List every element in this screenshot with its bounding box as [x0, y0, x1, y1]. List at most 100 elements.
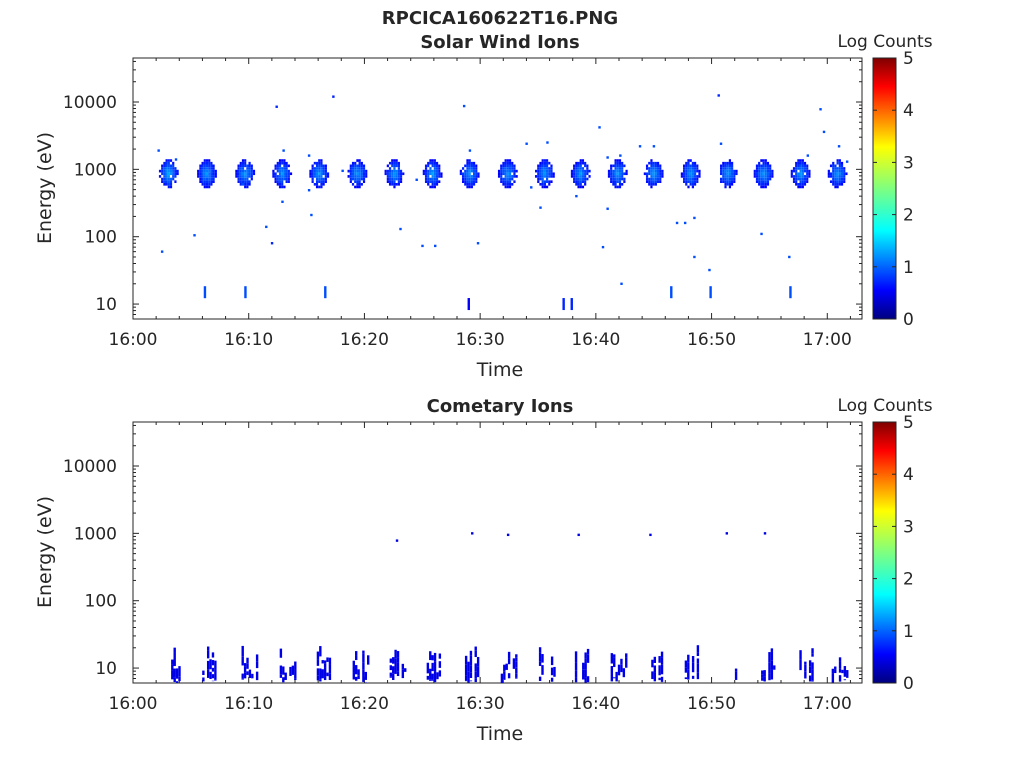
- data-cell: [680, 172, 683, 176]
- data-cell: [660, 676, 664, 682]
- data-cell: [397, 169, 400, 173]
- data-cell: [838, 177, 841, 181]
- data-cell: [575, 169, 578, 173]
- data-cell: [356, 180, 359, 183]
- data-cell: [318, 172, 321, 176]
- data-cell: [574, 651, 578, 663]
- data-cell: [841, 669, 844, 674]
- data-cell: [202, 670, 205, 676]
- data-cell: [208, 182, 211, 186]
- data-cell: [250, 164, 253, 168]
- data-cell: [689, 182, 692, 186]
- data-cell: [722, 164, 725, 168]
- data-point: [649, 533, 652, 537]
- data-cell: [209, 659, 212, 670]
- data-cell: [163, 175, 166, 178]
- data-cell: [584, 161, 587, 165]
- data-cell: [244, 182, 247, 186]
- data-cell: [358, 177, 361, 181]
- data-cell: [838, 182, 841, 186]
- data-cell: [684, 667, 688, 673]
- data-cell: [553, 666, 556, 677]
- data-blob: [422, 159, 443, 189]
- data-cell: [167, 185, 170, 189]
- data-cell: [682, 167, 686, 170]
- data-cell: [205, 182, 209, 186]
- data-point: [415, 178, 418, 181]
- data-cell: [543, 167, 546, 170]
- data-cell: [243, 672, 247, 679]
- data-cell: [173, 647, 176, 653]
- x-axis-label: Time: [476, 723, 524, 745]
- data-cell: [426, 662, 430, 674]
- data-cell: [433, 185, 436, 189]
- data-cell: [397, 177, 400, 181]
- data-bar: [709, 286, 712, 299]
- data-cell: [278, 169, 282, 173]
- data-cell: [577, 177, 580, 181]
- data-cell: [355, 655, 358, 661]
- data-cell: [687, 167, 690, 170]
- data-cell: [466, 167, 469, 170]
- data-cell: [427, 182, 430, 186]
- data-cell: [621, 177, 624, 181]
- data-cell: [358, 180, 361, 183]
- data-cell: [241, 169, 245, 173]
- data-cell: [539, 172, 542, 176]
- data-cell: [616, 175, 619, 178]
- data-cell: [365, 169, 368, 173]
- data-cell: [650, 167, 653, 170]
- data-cell: [252, 172, 256, 176]
- data-cell: [799, 167, 802, 170]
- data-cell: [838, 661, 842, 669]
- data-cell: [435, 182, 439, 186]
- data-cell: [161, 169, 164, 173]
- data-cell: [689, 167, 692, 170]
- data-point: [193, 234, 196, 237]
- data-cell: [838, 180, 841, 183]
- data-point: [476, 242, 480, 245]
- data-cell: [769, 164, 772, 168]
- data-cell: [543, 180, 546, 183]
- data-cell: [201, 169, 204, 173]
- data-cell: [311, 172, 314, 176]
- data-cell: [500, 177, 503, 181]
- data-cell: [534, 175, 538, 178]
- data-cell: [318, 177, 321, 181]
- data-cell: [278, 172, 282, 176]
- data-cell: [513, 175, 516, 178]
- data-cell: [313, 167, 316, 170]
- data-cell: [397, 161, 400, 165]
- data-cell: [836, 172, 839, 176]
- data-cell: [758, 169, 761, 173]
- data-cell: [691, 662, 695, 673]
- data-cell: [477, 172, 480, 176]
- data-cell: [829, 172, 833, 176]
- data-cell: [579, 182, 582, 186]
- data-cell: [244, 164, 247, 168]
- colorbar-tick-label: 5: [903, 413, 914, 433]
- data-cell: [803, 180, 807, 183]
- data-cell: [468, 182, 471, 186]
- data-cell: [208, 164, 211, 168]
- data-cell: [726, 175, 729, 178]
- data-cell: [323, 663, 327, 668]
- data-cell: [722, 161, 725, 165]
- data-cell: [502, 167, 505, 170]
- data-cell: [577, 161, 580, 165]
- data-cell: [309, 172, 312, 176]
- data-cell: [362, 180, 366, 183]
- data-cell: [438, 167, 441, 170]
- data-cell: [470, 161, 473, 165]
- colorbar-tick-label: 1: [903, 258, 914, 278]
- data-cell: [724, 185, 727, 189]
- data-cell: [648, 167, 651, 170]
- data-cell: [205, 180, 209, 183]
- data-cell: [538, 652, 542, 662]
- data-cell: [506, 161, 509, 165]
- data-cell: [726, 169, 729, 173]
- data-cell: [163, 169, 166, 173]
- data-cell: [201, 177, 204, 181]
- data-cell: [832, 169, 835, 173]
- data-cell: [573, 175, 576, 178]
